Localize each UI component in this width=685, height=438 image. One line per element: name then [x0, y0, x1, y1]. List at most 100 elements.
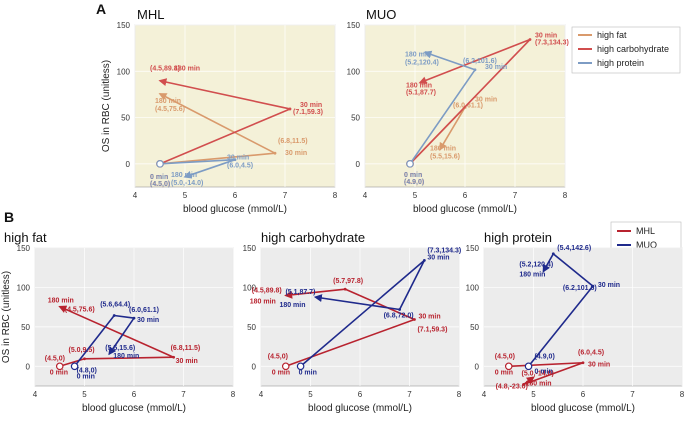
point-value-label: (6.8,11.5) [278, 138, 308, 145]
time-label: 30 min [137, 317, 159, 324]
y-tick-label: 100 [347, 67, 361, 76]
point-value-label: (5.1,87.7) [406, 90, 436, 97]
x-tick-label: 8 [231, 390, 236, 399]
series-high-protein: (4.9,0)0 min(6.2,101.6)30 min(5.2,120.4)… [404, 50, 507, 186]
legend-label-high-fat: high fat [597, 30, 627, 40]
point-value-label: (5.1,87.7) [285, 289, 315, 296]
time-label: 30 min [588, 362, 610, 369]
data-point [273, 151, 277, 155]
time-label: 0 min [150, 174, 168, 181]
x-tick-label: 7 [283, 191, 288, 200]
time-label: 180 min [526, 380, 552, 387]
point-value-label: (5.5,15.6) [105, 345, 135, 352]
point-value-label: (4.9,0) [404, 179, 424, 186]
legend-label-muo: MUO [636, 240, 657, 250]
point-value-label: (5.0,-14.0) [522, 370, 554, 377]
point-value-label: (4.5,0) [150, 181, 170, 188]
series-line [527, 253, 594, 367]
y-tick-label: 150 [17, 244, 31, 253]
chart-title: MHL [137, 7, 164, 22]
chart-title: MUO [366, 7, 396, 22]
time-label: 30 min [427, 254, 449, 261]
panel-a-letter: A [96, 1, 106, 17]
point-value-label: (6.0,4.5) [227, 163, 253, 170]
time-label: 180 min [155, 98, 181, 105]
x-tick-label: 7 [513, 191, 518, 200]
y-tick-label: 100 [117, 67, 131, 76]
time-label: 0 min [404, 172, 422, 179]
legend-label-high-carbohydrate: high carbohydrate [597, 44, 669, 54]
data-point [473, 68, 477, 72]
time-label: 30 min [285, 150, 307, 157]
x-axis-label: blood glucose (mmol/L) [308, 403, 412, 414]
time-label: 0 min [150, 174, 168, 181]
time-label: 0 min [404, 172, 422, 179]
time-label: 180 min [171, 172, 197, 179]
time-label: 0 min [150, 174, 168, 181]
point-value-label: (4.9,0) [404, 179, 424, 186]
start-marker [70, 362, 79, 371]
point-value-label: (5.7,97.8) [333, 278, 363, 285]
point-value-label: (4.9,0) [404, 179, 424, 186]
series-muo: (4.9,0)0 min(6.2,101.6) 30 min(5.4,142.6)… [519, 245, 620, 375]
start-marker [156, 160, 164, 168]
point-value-label: (6.2,101.6) [463, 58, 497, 65]
chart-mhl: 4 5 6 7 8 0 50 100 150 MHL blood glucose (mmol/L) O… [101, 7, 338, 215]
time-label: 180 min [113, 353, 139, 360]
data-point [522, 383, 525, 386]
legend-a: high fat high carbohydrate high protein [571, 26, 681, 74]
x-tick-label: 5 [531, 390, 536, 399]
point-value-label: (7.1,59.3) [293, 109, 323, 116]
time-label: 0 min [50, 369, 68, 376]
point-value-label: (6.0,4.5) [578, 350, 604, 357]
point-value-label: (6.8,11.5) [171, 345, 201, 352]
time-label: 30 min [598, 282, 620, 289]
series-mhl: (4.5,0) 0 min (6.0,4.5) 30 min (4.8,-23.0) (5… [495, 350, 610, 391]
data-point [581, 361, 585, 365]
time-label: 180 min [279, 302, 305, 309]
time-label: 180 min [406, 83, 432, 90]
chart-title: high carbohydrate [261, 230, 365, 245]
time-label: 30 min [227, 155, 249, 162]
data-point [422, 258, 426, 262]
data-point [112, 314, 116, 317]
x-tick-label: 4 [33, 390, 38, 399]
series-mhl: (4.5,0) 0 min (7.1,59.3) 30 min (5.7,97.8) (4… [250, 278, 448, 376]
point-value-label: (4.5,89.8) [150, 66, 180, 73]
start-marker [406, 160, 414, 168]
y-tick-label: 50 [121, 114, 130, 123]
y-tick-label: 50 [351, 114, 360, 123]
point-value-label: (4.8,0) [77, 367, 97, 374]
data-point [132, 316, 136, 320]
time-label: 180 min [250, 298, 276, 305]
point-value-label: (4.5,0) [268, 353, 288, 360]
series-line [58, 305, 175, 368]
series-line [73, 314, 135, 367]
point-value-label: (4.5,75.6) [155, 106, 185, 113]
data-point [591, 284, 595, 288]
chart-title: high fat [4, 230, 47, 245]
x-tick-label: 6 [581, 390, 586, 399]
chart-high-protein: 4 5 6 7 8 0 50 100 150 high protein blood glucose … [466, 230, 685, 414]
point-value-label: (6.0,61.1) [129, 307, 159, 314]
point-value-label: (7.1,59.3) [417, 327, 447, 334]
y-tick-label: 100 [17, 283, 31, 292]
series-mhl: (4.5,0)0 min(5.0,9.5) (6.8,11.5)30 min(4.… [45, 298, 200, 377]
x-tick-label: 7 [407, 390, 412, 399]
time-label: 30 min [485, 64, 507, 71]
data-point [398, 308, 401, 311]
time-label: 0 min [77, 373, 95, 380]
x-tick-label: 4 [482, 390, 487, 399]
series-line [508, 361, 584, 386]
time-label: 30 min [418, 314, 440, 321]
y-tick-label: 150 [117, 21, 131, 30]
point-value-label: (5.0,-14.0) [171, 180, 203, 187]
series-high-carbohydrate: (4.5,0)0 min(7.1,59.3)30 min(4.5,89.8)18… [150, 66, 323, 188]
time-label: 180 min [174, 66, 200, 73]
panel-b-letter: B [4, 209, 14, 225]
point-value-label: (4.5,0) [150, 181, 170, 188]
series-muo: 0 min(7.3,134.3)30 min(6.8,72.0)(5.1,87.… [279, 247, 461, 376]
legend-label-high-protein: high protein [597, 58, 644, 68]
x-tick-label: 6 [463, 191, 468, 200]
